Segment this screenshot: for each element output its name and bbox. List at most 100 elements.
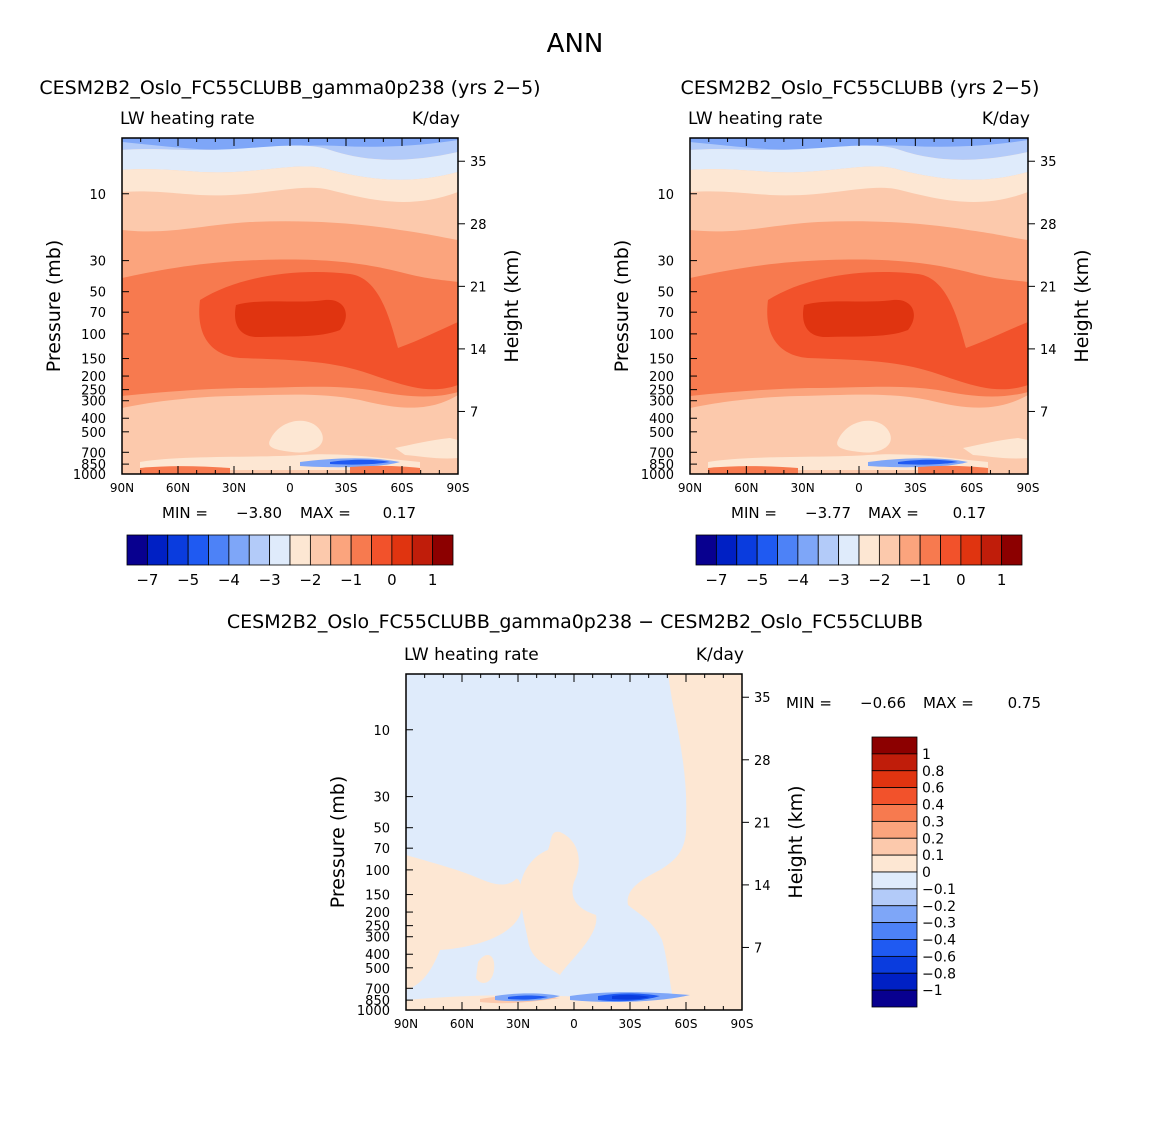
y-tick-label: 30 [657,255,674,270]
y-tick-label: 100 [365,864,390,879]
y-tick-label: 850 [81,458,106,473]
y-tick-label: 250 [365,920,390,935]
colorbar-box [228,534,250,566]
colorbar-box [269,534,291,566]
x-tick-label: 90N [394,1017,418,1031]
y-axis-label: Pressure (mb) [43,240,65,373]
colorbar-box [980,534,1003,566]
colorbar-label: −0.2 [922,899,956,915]
variable-label: LW heating rate [688,109,823,129]
y-tick-label: 10 [373,724,390,739]
colorbar-label: −3 [259,571,281,589]
colorbar: −7 −5 −4 −3 −2 −1 0 1 [695,534,1023,589]
colorbar-box [309,534,332,566]
figure-title: ANN [547,29,604,59]
contour-field [122,138,458,474]
y-tick-label: 850 [365,994,390,1009]
y-tick-label: 700 [365,982,390,997]
colorbar-box [858,534,880,566]
colorbar-label: −4 [787,571,809,589]
max-value: 0.17 [953,504,986,522]
colorbar-box [695,534,717,566]
y-tick-label: 70 [89,306,106,321]
colorbar-label: 1 [922,747,931,763]
y-tick-label: 200 [365,906,390,921]
x-tick-label: 60S [960,481,983,495]
height-tick-label: 14 [470,343,487,358]
x-tick-label: 60N [166,481,190,495]
y-tick-label: 700 [81,446,106,461]
colorbar-box [350,534,372,566]
height-tick-label: 7 [470,405,478,420]
min-value: −3.77 [805,504,851,522]
colorbar-label: −0.3 [922,916,956,932]
max-label: MAX = [868,504,919,522]
height-tick-label: 21 [1040,280,1057,295]
x-tick-label: 90S [731,1017,754,1031]
colorbar-label: −5 [746,571,768,589]
height-tick-label: 14 [1040,343,1057,358]
height-tick-label: 21 [754,816,771,831]
colorbar-label: 0.6 [922,781,944,797]
colorbar-box [432,534,454,566]
y-tick-label: 100 [81,328,106,343]
colorbar-box [411,534,434,566]
colorbar-box [146,534,169,566]
colorbar-label: 0.8 [922,764,944,780]
colorbar-label: −1 [922,983,943,999]
min-label: MIN = [786,694,832,712]
colorbar-box [871,922,918,940]
colorbar-box [715,534,738,566]
y-tick-label: 70 [373,842,390,857]
variable-label: LW heating rate [404,645,539,665]
units-label: K/day [412,109,460,129]
height-tick-label: 35 [754,691,771,706]
x-tick-label: 60S [675,1017,698,1031]
y-tick-label: 850 [649,458,674,473]
y-tick-label: 300 [649,395,674,410]
colorbar-box [797,534,819,566]
y-tick-label: 150 [649,353,674,368]
colorbar-box [187,534,209,566]
colorbar: −7 −5 −4 −3 −2 −1 0 1 [126,534,454,589]
height-tick-label: 35 [1040,155,1057,170]
height-tick-label: 35 [470,155,487,170]
colorbar-label: 0.1 [922,848,944,864]
colorbar-box [871,837,918,856]
colorbar-box [126,534,148,566]
variable-label: LW heating rate [120,109,255,129]
colorbar-box [871,770,918,789]
x-tick-label: 30N [791,481,815,495]
y-tick-label: 50 [373,822,390,837]
x-tick-label: 60N [734,481,758,495]
y-tick-label: 300 [365,931,390,946]
colorbar-box [871,736,918,755]
colorbar-label: −1 [909,571,931,589]
colorbar: 10.80.60.40.30.20.10−0.1−0.2−0.3−0.4−0.6… [871,736,956,1008]
axes: 90N 60N 30N 0 30S 60S 90S103050701001502002503… [641,138,1057,495]
colorbar-box [871,787,918,805]
y-tick-label: 250 [649,384,674,399]
panel-gamma0p238: CESM2B2_Oslo_FC55CLUBB_gamma0p238 (yrs 2… [39,77,540,589]
units-label: K/day [982,109,1030,129]
colorbar-label: 0.3 [922,814,944,830]
y-axis-label: Pressure (mb) [327,776,349,909]
y-tick-label: 500 [365,962,390,977]
y-tick-label: 50 [657,286,674,301]
height-tick-label: 14 [754,879,771,894]
colorbar-box [871,888,918,907]
contour-field [690,138,1028,474]
colorbar-box [736,534,758,566]
colorbar-label: −0.8 [922,966,956,982]
colorbar-label: −2 [299,571,321,589]
y2-axis-label: Height (km) [785,785,807,898]
y-tick-label: 200 [649,370,674,385]
colorbar-box [391,534,413,566]
colorbar-box [871,955,918,974]
colorbar-label: 0 [387,571,397,589]
x-tick-label: 30N [506,1017,530,1031]
colorbar-box [871,871,918,890]
axes: 90N 60N 30N 0 30S 60S 90S103050701001502002503… [357,674,771,1031]
y2-axis-label: Height (km) [501,249,523,362]
colorbar-box [871,939,918,957]
